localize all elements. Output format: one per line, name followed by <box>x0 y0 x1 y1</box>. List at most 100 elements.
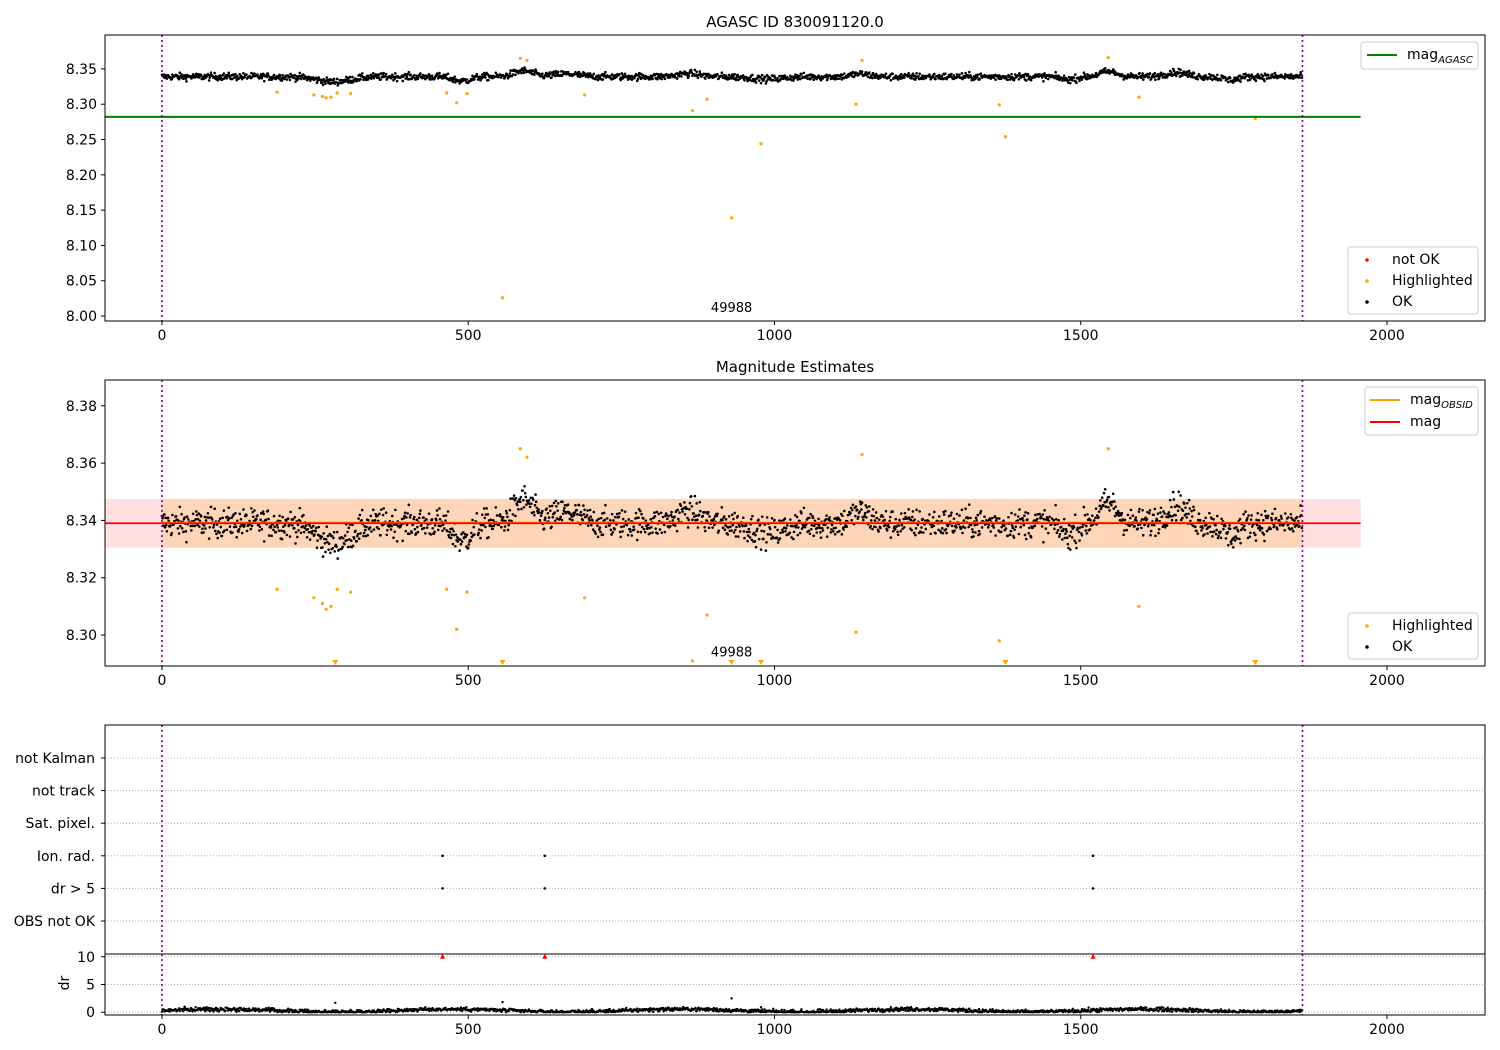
svg-text:magAGASC: magAGASC <box>1407 47 1473 66</box>
dr-y-ticks: 0 5 10 <box>77 950 105 1021</box>
flag-row-labels: not Kalman not track Sat. pixel. Ion. rad. d… <box>14 751 96 930</box>
x-tick-label: 0 <box>158 328 167 344</box>
flag-row-label: Sat. pixel. <box>26 816 95 832</box>
highlighted-point <box>854 630 858 634</box>
panel4-obs-boundaries <box>161 954 1304 1015</box>
legend-mag-agasc-sub: AGASC <box>1437 55 1473 66</box>
flag-point <box>1091 854 1095 858</box>
legend-mag-label: mag <box>1410 414 1441 430</box>
highlighted-point <box>583 93 587 97</box>
dr-spike <box>759 1006 763 1009</box>
highlighted-point <box>465 590 469 594</box>
out-of-range-marker <box>332 660 339 665</box>
flag-rows-grid <box>101 757 1485 922</box>
highlighted-point <box>1106 55 1110 60</box>
dr-points <box>160 997 1304 1014</box>
highlighted-point <box>329 604 333 608</box>
x-tick-label: 1000 <box>757 673 793 689</box>
highlighted-point <box>349 92 353 96</box>
highlighted-point <box>454 101 459 105</box>
y-tick-label: 8.30 <box>66 97 97 113</box>
highlighted-point <box>854 102 858 106</box>
panel4-frame <box>104 953 1486 1016</box>
highlighted-point <box>324 96 328 100</box>
flag-row-label: not Kalman <box>15 751 95 767</box>
highlighted-point <box>349 590 353 594</box>
highlighted-point <box>500 296 505 300</box>
clipped-marker <box>439 953 445 959</box>
clipped-marker <box>1090 953 1096 959</box>
highlighted-point <box>275 587 279 591</box>
highlighted-point <box>997 103 1001 107</box>
y-tick-label: 8.25 <box>66 133 97 149</box>
legend-highlighted: Highlighted <box>1392 273 1473 289</box>
highlighted-point <box>860 58 864 63</box>
legend2-ok: OK <box>1392 639 1413 655</box>
panel2-legend-points: Highlighted OK <box>1347 612 1479 660</box>
panel-agasc: AGASC ID 830091120.0 49988 0 500 1000 1500 2… <box>66 13 1486 344</box>
panel-dr: 0 5 10 0 500 1000 1500 2000 dr <box>57 950 1486 1038</box>
x-tick-label: 1500 <box>1063 673 1099 689</box>
x-tick-label: 1500 <box>1063 328 1099 344</box>
out-of-range-marker <box>1002 660 1009 665</box>
highlighted-point <box>525 455 529 459</box>
dr-spike <box>730 997 733 1000</box>
dr-x-ticks: 0 500 1000 1500 2000 <box>158 1015 1405 1038</box>
highlighted-point <box>335 91 339 95</box>
dr-grid <box>105 956 1485 1013</box>
panel1-annotation: 49988 <box>711 301 752 316</box>
highlighted-point <box>320 601 325 606</box>
panel3-frame <box>104 724 1486 955</box>
y-tick-label: 8.20 <box>66 168 97 184</box>
panel1-highlighted-points <box>275 55 1257 300</box>
panel2-out-of-range-markers <box>332 660 1259 665</box>
highlighted-point <box>860 452 864 457</box>
panel1-frame <box>104 34 1486 322</box>
highlighted-point <box>312 93 316 97</box>
dr-ylabel: dr <box>57 975 73 990</box>
highlighted-point <box>1137 604 1141 608</box>
highlighted-point <box>465 92 469 96</box>
panel2-highlighted-points <box>275 447 1141 663</box>
highlighted-point <box>1137 95 1141 99</box>
highlighted-point <box>329 95 333 99</box>
legend-mag-obsid-label: mag <box>1410 392 1441 408</box>
x-tick-label: 2000 <box>1369 328 1405 344</box>
x-tick-label: 1000 <box>757 1022 793 1038</box>
highlighted-point <box>690 108 695 113</box>
y-tick-label: 0 <box>86 1005 95 1021</box>
out-of-range-marker <box>1252 660 1259 665</box>
panel2-y-ticks: 8.30 8.32 8.34 8.36 8.38 <box>66 399 105 644</box>
panel2-title: Magnitude Estimates <box>716 358 874 376</box>
panel1-x-ticks: 0 500 1000 1500 2000 <box>158 321 1405 344</box>
x-tick-label: 1500 <box>1063 1022 1099 1038</box>
out-of-range-marker <box>758 660 765 665</box>
x-tick-label: 2000 <box>1369 673 1405 689</box>
panel-flags: not Kalman not track Sat. pixel. Ion. rad. d… <box>14 724 1486 955</box>
y-tick-label: 8.10 <box>66 238 97 254</box>
legend2-highlighted: Highlighted <box>1392 618 1473 634</box>
x-tick-label: 1000 <box>757 328 793 344</box>
highlighted-point <box>730 216 734 220</box>
highlighted-point <box>705 613 709 617</box>
flag-point <box>441 887 444 890</box>
dr-spike <box>334 1001 337 1004</box>
highlighted-point <box>525 58 529 63</box>
panel1-title: AGASC ID 830091120.0 <box>706 13 884 31</box>
panel2-legend-lines: magOBSID mag <box>1364 386 1479 436</box>
panel1-y-ticks: 8.00 8.05 8.10 8.15 8.20 8.25 8.30 8.35 <box>66 62 105 325</box>
panel2-x-ticks: 0 500 1000 1500 2000 <box>158 666 1405 689</box>
y-tick-label: 8.30 <box>66 628 97 644</box>
x-tick-label: 500 <box>455 1022 482 1038</box>
highlighted-point <box>1106 447 1110 451</box>
highlighted-point <box>1003 135 1007 139</box>
y-tick-label: 10 <box>77 950 95 966</box>
panel1-legend-points: not OK Highlighted OK <box>1347 246 1479 315</box>
y-tick-label: 8.32 <box>66 571 97 587</box>
flag-point <box>543 854 547 858</box>
highlighted-point <box>705 97 709 101</box>
out-of-range-marker <box>499 660 506 665</box>
panel2-frame <box>104 379 1486 667</box>
y-tick-label: 8.36 <box>66 456 97 472</box>
